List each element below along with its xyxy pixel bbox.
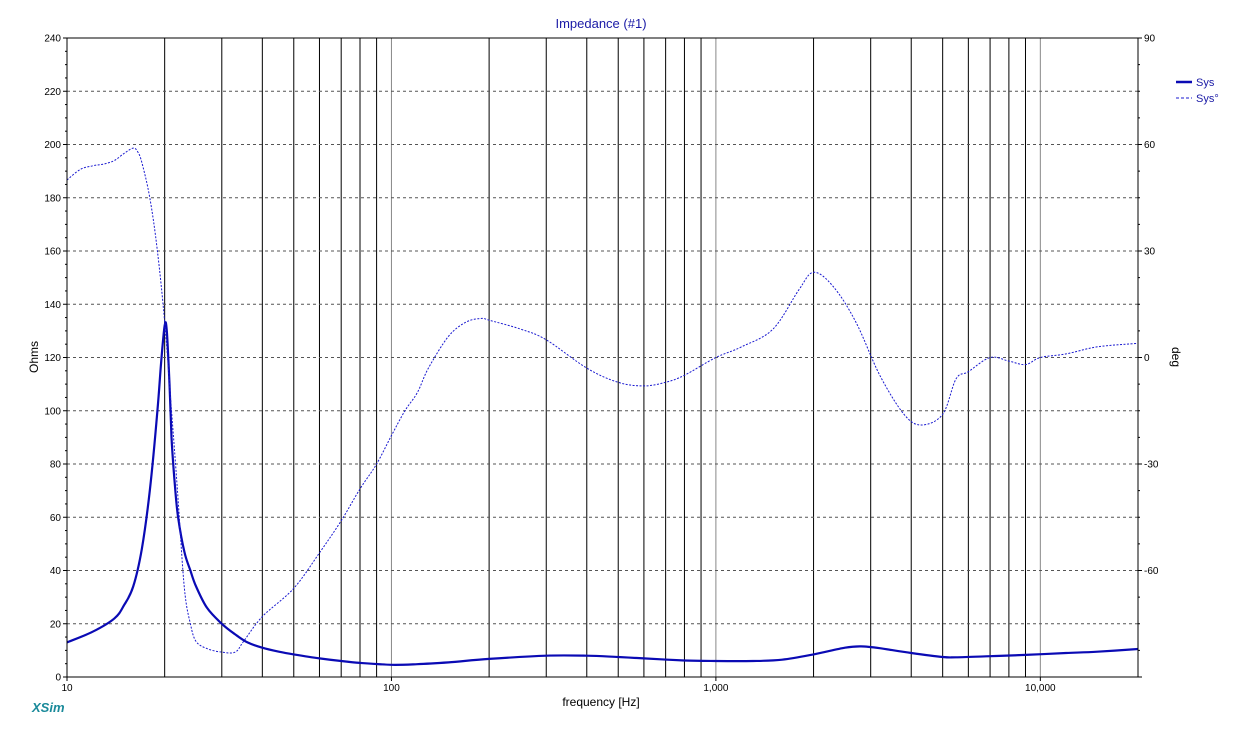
y-tick-label: 20 bbox=[50, 619, 62, 630]
xsim-logo: XSim bbox=[31, 700, 65, 715]
x-tick-label: 10 bbox=[61, 683, 73, 694]
y2-tick-label: 0 bbox=[1144, 353, 1150, 364]
chart-title: Impedance (#1) bbox=[555, 16, 646, 31]
x-axis-title: frequency [Hz] bbox=[562, 695, 639, 709]
impedance-curve bbox=[66, 321, 1139, 666]
y-tick-label: 220 bbox=[44, 87, 61, 98]
plot-frame bbox=[66, 37, 1139, 678]
y-tick-label: 80 bbox=[50, 460, 62, 471]
phase-curve bbox=[66, 147, 1139, 654]
y-tick-label: 240 bbox=[44, 34, 61, 45]
y-axis-title: Ohms bbox=[27, 341, 41, 373]
y-tick-label: 40 bbox=[50, 566, 62, 577]
x-tick-label: 1,000 bbox=[703, 683, 728, 694]
y-tick-label: 200 bbox=[44, 140, 61, 151]
legend: Sys Sys° bbox=[1176, 77, 1219, 105]
tick-layer: 0 20 40 60 80 100 120 140 160 180 200 220 240 -60 -30 0… bbox=[44, 34, 1159, 695]
grid-layer bbox=[67, 38, 1138, 677]
x-tick-label: 100 bbox=[383, 683, 400, 694]
y-tick-label: 160 bbox=[44, 247, 61, 258]
y2-tick-label: 60 bbox=[1144, 140, 1156, 151]
y-tick-label: 60 bbox=[50, 513, 62, 524]
y-tick-label: 140 bbox=[44, 300, 61, 311]
legend-label-sys-deg: Sys° bbox=[1196, 93, 1219, 105]
y2-axis-title: deg bbox=[1169, 347, 1183, 367]
curve-layer bbox=[66, 147, 1139, 666]
y-tick-label: 0 bbox=[55, 673, 61, 684]
y-tick-label: 100 bbox=[44, 406, 61, 417]
legend-label-sys: Sys bbox=[1196, 77, 1215, 89]
y2-tick-label: 90 bbox=[1144, 34, 1156, 45]
x-tick-label: 10,000 bbox=[1025, 683, 1056, 694]
y2-tick-label: -30 bbox=[1144, 460, 1159, 471]
y-tick-label: 180 bbox=[44, 193, 61, 204]
y-tick-label: 120 bbox=[44, 353, 61, 364]
y2-tick-label: 30 bbox=[1144, 247, 1156, 258]
y2-tick-label: -60 bbox=[1144, 566, 1159, 577]
